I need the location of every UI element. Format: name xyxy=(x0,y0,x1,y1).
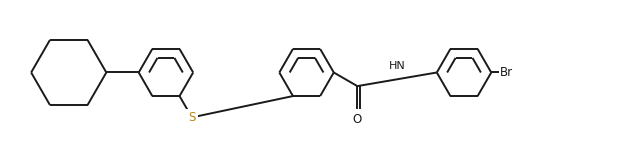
Text: HN: HN xyxy=(389,61,405,71)
Text: Br: Br xyxy=(500,66,513,79)
Text: O: O xyxy=(353,113,362,126)
Text: S: S xyxy=(188,111,196,124)
